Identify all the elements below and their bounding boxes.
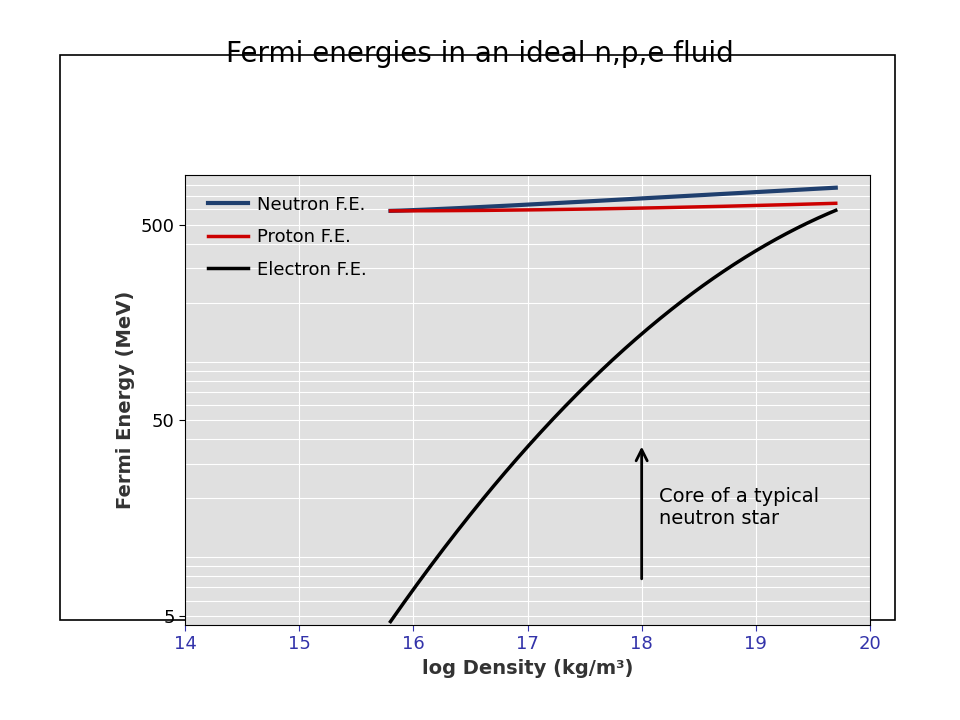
Y-axis label: Fermi Energy (MeV): Fermi Energy (MeV)	[116, 291, 135, 509]
Electron F.E.	[760, 240, 772, 249]
Electron F.E.	[650, 318, 661, 327]
Neutron F.E.	[385, 207, 396, 215]
Neutron F.E.	[788, 186, 800, 194]
Electron F.E.	[788, 225, 800, 234]
Proton F.E.	[648, 204, 660, 212]
Text: Fermi energies in an ideal n,p,e fluid: Fermi energies in an ideal n,p,e fluid	[227, 40, 733, 68]
Proton F.E.	[658, 203, 669, 212]
Proton F.E.	[830, 199, 842, 207]
Electron F.E.	[648, 319, 660, 328]
Neutron F.E.	[650, 194, 661, 202]
Neutron F.E.	[760, 187, 772, 196]
Neutron F.E.	[386, 207, 397, 215]
Proton F.E.	[385, 207, 396, 215]
Electron F.E.	[830, 206, 842, 215]
Proton F.E.	[650, 204, 661, 212]
Legend: Neutron F.E., Proton F.E., Electron F.E.: Neutron F.E., Proton F.E., Electron F.E.	[201, 189, 373, 286]
Line: Neutron F.E.: Neutron F.E.	[391, 188, 836, 211]
Electron F.E.	[385, 617, 396, 626]
Neutron F.E.	[658, 193, 669, 202]
Electron F.E.	[386, 615, 397, 624]
Proton F.E.	[788, 200, 800, 209]
Line: Proton F.E.: Proton F.E.	[391, 203, 836, 211]
Neutron F.E.	[830, 184, 842, 192]
Line: Electron F.E.: Electron F.E.	[391, 210, 836, 621]
Text: Core of a typical
neutron star: Core of a typical neutron star	[659, 487, 819, 528]
Proton F.E.	[386, 207, 397, 215]
Neutron F.E.	[648, 194, 660, 202]
Proton F.E.	[760, 201, 772, 210]
Electron F.E.	[658, 312, 669, 320]
X-axis label: log Density (kg/m³): log Density (kg/m³)	[421, 659, 634, 678]
